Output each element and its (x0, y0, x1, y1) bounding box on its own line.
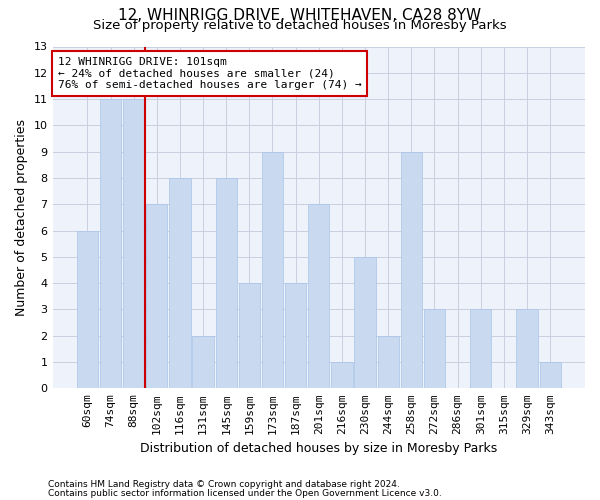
Text: 12, WHINRIGG DRIVE, WHITEHAVEN, CA28 8YW: 12, WHINRIGG DRIVE, WHITEHAVEN, CA28 8YW (118, 8, 482, 22)
Text: Size of property relative to detached houses in Moresby Parks: Size of property relative to detached ho… (93, 18, 507, 32)
Bar (215, 178, 237, 388)
Bar (424, 310, 445, 388)
Bar (539, 362, 561, 388)
Bar (517, 310, 538, 388)
Bar (169, 178, 191, 388)
Bar (193, 336, 214, 388)
Y-axis label: Number of detached properties: Number of detached properties (15, 119, 28, 316)
Bar (331, 362, 353, 388)
Bar (401, 152, 422, 388)
Bar (123, 99, 145, 388)
X-axis label: Distribution of detached houses by size in Moresby Parks: Distribution of detached houses by size … (140, 442, 497, 455)
Text: 12 WHINRIGG DRIVE: 101sqm
← 24% of detached houses are smaller (24)
76% of semi-: 12 WHINRIGG DRIVE: 101sqm ← 24% of detac… (58, 57, 362, 90)
Bar (285, 283, 306, 389)
Bar (470, 310, 491, 388)
Text: Contains HM Land Registry data © Crown copyright and database right 2024.: Contains HM Land Registry data © Crown c… (48, 480, 400, 489)
Bar (377, 336, 399, 388)
Bar (100, 99, 121, 388)
Bar (308, 204, 329, 388)
Bar (355, 257, 376, 388)
Bar (146, 204, 167, 388)
Bar (239, 283, 260, 389)
Bar (262, 152, 283, 388)
Bar (77, 230, 98, 388)
Text: Contains public sector information licensed under the Open Government Licence v3: Contains public sector information licen… (48, 488, 442, 498)
